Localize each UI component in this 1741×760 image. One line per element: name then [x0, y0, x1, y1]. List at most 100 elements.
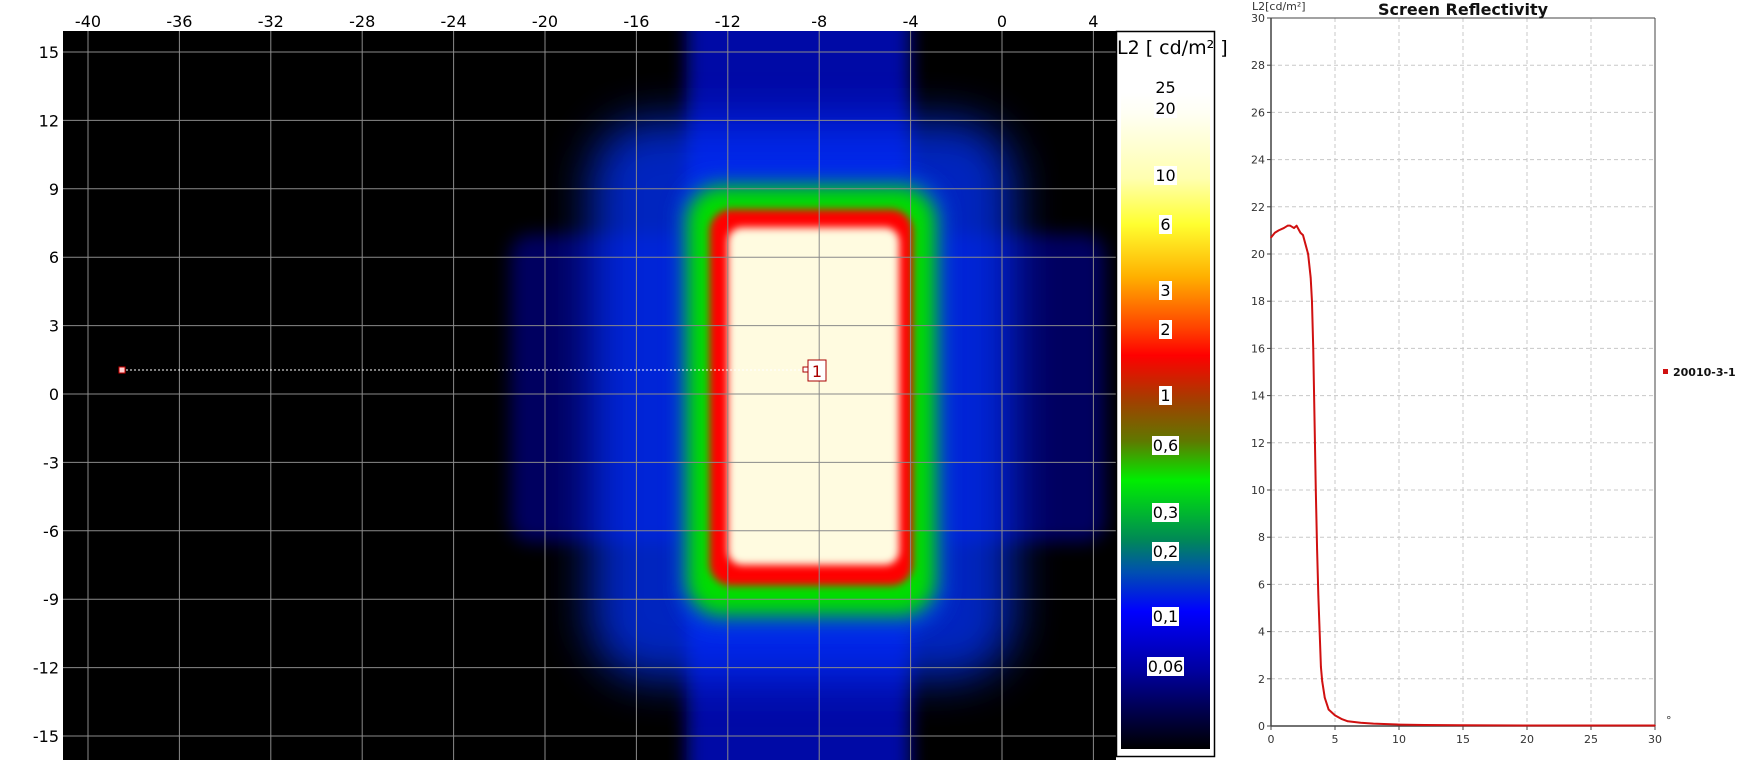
- profile-marker-label: 1: [812, 362, 822, 381]
- series-point: [1318, 630, 1321, 633]
- series-point: [1289, 224, 1291, 227]
- chart-y-tick-label: 22: [1251, 201, 1265, 214]
- series-point: [1321, 680, 1323, 682]
- colorbar-label-text: 3: [1159, 281, 1172, 300]
- colorbar-label-text: 0,06: [1146, 657, 1185, 676]
- chart-x-axis-unit: °: [1666, 714, 1672, 727]
- colorbar-label: 20: [1121, 99, 1210, 118]
- series-point: [1327, 708, 1330, 711]
- series-point: [1423, 724, 1426, 726]
- series-point: [1283, 227, 1285, 229]
- heatmap-y-tick-label: 9: [49, 180, 59, 199]
- colorbar-label: 0,2: [1121, 542, 1210, 561]
- heatmap-y-tick-label: 6: [49, 248, 59, 267]
- heatmap-y-tick-label: -15: [33, 727, 59, 746]
- chart-x-tick-label: 25: [1584, 733, 1598, 746]
- colorbar-label-text: 1: [1159, 386, 1172, 405]
- chart-y-tick-label: 12: [1251, 437, 1265, 450]
- chart-y-axis-label: L2[cd/m²]: [1252, 0, 1306, 13]
- profile-end-handle: [802, 366, 809, 373]
- profile-start-handle: [118, 366, 126, 374]
- chart-y-tick-label: 8: [1258, 531, 1265, 544]
- series-point: [1359, 721, 1362, 724]
- chart-y-tick-label: 20: [1251, 248, 1265, 261]
- chart-y-tick-label: 0: [1258, 720, 1265, 733]
- colorbar-label: 1: [1121, 386, 1210, 405]
- series-point: [1315, 489, 1317, 491]
- chart-y-tick-label: 24: [1251, 154, 1265, 167]
- series-point: [1286, 224, 1289, 227]
- chart-y-tick-label: 30: [1251, 12, 1265, 25]
- chart-y-tick-label: 14: [1251, 390, 1265, 403]
- colorbar-label-text: 0,2: [1151, 542, 1180, 561]
- chart-x-tick-label: 20: [1520, 733, 1534, 746]
- heatmap-x-tick-label: -36: [166, 12, 192, 31]
- series-point: [1307, 253, 1309, 255]
- series-point: [1313, 418, 1316, 421]
- series-point: [1299, 231, 1302, 234]
- series-point: [1372, 722, 1375, 725]
- chart-y-tick-label: 2: [1258, 673, 1265, 686]
- colorbar-label-text: 20: [1154, 99, 1177, 118]
- series-point: [1340, 718, 1343, 720]
- heatmap-y-tick-label: -12: [33, 659, 59, 678]
- chart-x-tick-label: 0: [1268, 733, 1275, 746]
- series-point: [1316, 548, 1318, 550]
- colorbar-label-text: 6: [1159, 215, 1172, 234]
- colorbar-label-text: 10: [1154, 166, 1177, 185]
- heatmap-x-tick-label: -40: [75, 12, 101, 31]
- chart-y-tick-label: 4: [1258, 626, 1265, 639]
- series-point: [1304, 243, 1307, 246]
- heatmap-x-tick-label: -12: [715, 12, 741, 31]
- series-point: [1312, 347, 1315, 350]
- heatmap-x-tick-label: 0: [997, 12, 1007, 31]
- colorbar-title: L2 [ cd/m² ]: [1117, 37, 1228, 59]
- chart-x-tick-label: 10: [1392, 733, 1406, 746]
- profile-marker-box[interactable]: [807, 359, 827, 382]
- colorbar-label-text: 0,1: [1151, 607, 1180, 626]
- chart-y-tick-label: 10: [1251, 484, 1265, 497]
- colorbar-label: 2: [1121, 320, 1210, 339]
- chart-y-tick-label: 26: [1251, 106, 1265, 119]
- colorbar-label: 25: [1121, 78, 1210, 97]
- series-point: [1270, 236, 1272, 239]
- series-point: [1277, 229, 1280, 232]
- chart-x-tick-label: 5: [1332, 733, 1339, 746]
- series-point: [1462, 724, 1464, 727]
- heatmap-y-tick-label: -6: [43, 522, 59, 541]
- series-point: [1526, 724, 1528, 727]
- heatmap-y-tick-label: -9: [43, 590, 59, 609]
- heatmap-x-tick-label: -4: [903, 12, 919, 31]
- chart-y-tick-label: 28: [1251, 59, 1265, 72]
- heatmap-x-tick-label: -32: [258, 12, 284, 31]
- series-point: [1654, 724, 1656, 727]
- series-point: [1323, 696, 1326, 699]
- series-point: [1293, 227, 1295, 229]
- heatmap-x-tick-label: -8: [811, 12, 827, 31]
- colorbar-label: 0,06: [1121, 657, 1210, 676]
- colorbar-label: 0,3: [1121, 503, 1210, 522]
- colorbar-label: 0,6: [1121, 436, 1210, 455]
- series-point: [1274, 231, 1276, 234]
- series-point: [1590, 724, 1592, 727]
- colorbar-label-text: 0,3: [1151, 503, 1180, 522]
- heatmap-y-tick-label: 3: [49, 317, 59, 336]
- chart-y-tick-label: 16: [1251, 342, 1265, 355]
- colorbar-label-text: 25: [1154, 78, 1177, 97]
- series-point: [1309, 276, 1312, 279]
- chart-x-tick-label: 15: [1456, 733, 1470, 746]
- heatmap-x-tick-label: -20: [532, 12, 558, 31]
- colorbar-label: 3: [1121, 281, 1210, 300]
- series-point: [1320, 666, 1322, 668]
- series-point: [1347, 720, 1349, 723]
- colorbar-gradient: [1121, 93, 1210, 749]
- series-point: [1311, 300, 1313, 303]
- heatmap-y-tick-label: 12: [39, 111, 59, 130]
- glow-bright-core: [727, 227, 900, 565]
- series-point: [1295, 224, 1298, 227]
- series-point: [1334, 714, 1336, 717]
- heatmap-y-tick-label: 15: [39, 43, 59, 62]
- heatmap-x-tick-label: -24: [441, 12, 467, 31]
- heatmap-y-tick-label: 0: [49, 385, 59, 404]
